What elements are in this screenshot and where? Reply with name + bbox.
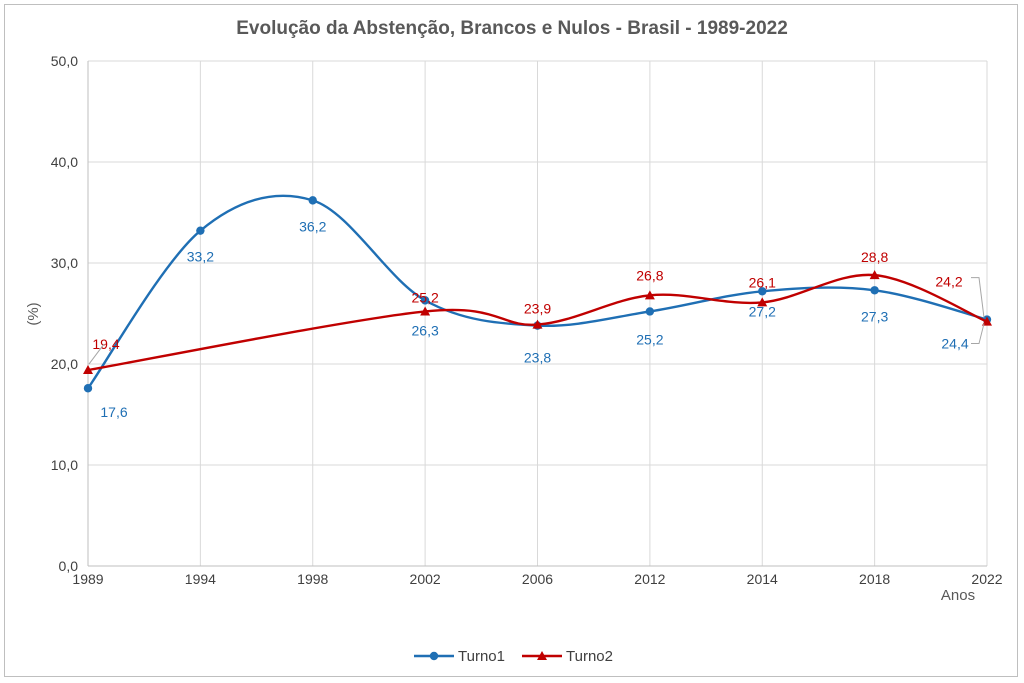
x-tick-label: 2002 (410, 571, 441, 587)
point-turno2-2022 (982, 316, 992, 326)
point-turno1-2002 (420, 296, 430, 305)
data-label-turno2-2022: 24,2 (935, 274, 962, 290)
point-turno1-2014 (758, 287, 767, 296)
leader-line (88, 343, 105, 365)
data-label-turno2-2018: 28,8 (861, 249, 888, 265)
point-turno2-2014 (757, 297, 768, 307)
point-turno1-1994 (196, 226, 205, 235)
data-label-turno1-1998: 36,2 (299, 218, 326, 234)
chart-title: Evolução da Abstenção, Brancos e Nulos -… (236, 18, 788, 39)
data-label-turno1-2014: 27,2 (749, 303, 776, 319)
point-turno2-2018 (869, 270, 880, 280)
y-tick-label: 0,0 (59, 558, 79, 574)
x-tick-label: 2006 (522, 571, 553, 587)
point-turno1-2012 (645, 307, 655, 316)
data-labels: 17,6 33,2 36,2 26,3 23,8 25,2 27,2 27,3 24,4 19,4… (88, 218, 985, 420)
data-label-turno2-2012: 26,8 (636, 267, 663, 283)
data-label-turno1-1989: 17,6 (100, 404, 127, 420)
y-tick-label: 50,0 (51, 53, 78, 69)
x-tick-label: 1989 (72, 571, 103, 587)
leader-line (971, 323, 985, 345)
x-axis-label: Anos (941, 587, 975, 604)
x-tick-label: 1998 (297, 571, 328, 587)
y-axis-ticks: 0,0 10,0 20,0 30,0 40,0 50,0 (51, 53, 78, 574)
legend-marker-turno1 (429, 651, 439, 661)
point-turno1-1989 (83, 384, 93, 393)
data-label-turno1-2018: 27,3 (861, 308, 888, 324)
data-label-turno1-2022: 24,4 (941, 336, 968, 352)
series-group (83, 194, 992, 393)
point-turno2-2006 (532, 319, 543, 329)
data-label-turno1-2012: 25,2 (636, 331, 663, 347)
data-label-turno2-2014: 26,1 (749, 274, 776, 290)
data-label-turno1-1994: 33,2 (187, 249, 214, 265)
chart-frame (4, 4, 1018, 677)
data-label-turno2-2006: 23,9 (524, 301, 551, 317)
y-tick-label: 30,0 (51, 255, 78, 271)
x-tick-label: 2014 (747, 571, 778, 587)
x-tick-label: 2012 (634, 571, 665, 587)
data-label-turno1-2006: 23,8 (524, 350, 551, 366)
point-turno2-2002 (420, 306, 431, 316)
point-turno2-2012 (644, 290, 655, 300)
data-label-turno1-2002: 26,3 (412, 322, 439, 338)
x-tick-label: 2018 (859, 571, 890, 587)
y-tick-label: 40,0 (51, 154, 78, 170)
legend-marker-turno2 (537, 651, 547, 660)
x-axis-ticks: 1989 1994 1998 2002 2006 2012 2014 2018 2022 (72, 571, 1002, 587)
x-tick-label: 2022 (971, 571, 1002, 587)
point-turno2-1989 (83, 365, 93, 375)
y-tick-label: 10,0 (51, 457, 78, 473)
y-tick-label: 20,0 (51, 356, 78, 372)
point-turno1-2018 (870, 286, 879, 295)
y-axis-label: (%) (25, 302, 42, 325)
legend-label-turno2: Turno2 (566, 648, 613, 665)
x-tick-label: 1994 (185, 571, 216, 587)
data-label-turno2-2002: 25,2 (412, 289, 439, 305)
legend: Turno1 Turno2 (414, 648, 613, 665)
legend-label-turno1: Turno1 (458, 648, 505, 665)
data-label-turno2-1989: 19,4 (92, 336, 119, 352)
leader-line (971, 277, 985, 318)
point-turno1-1998 (308, 196, 317, 205)
